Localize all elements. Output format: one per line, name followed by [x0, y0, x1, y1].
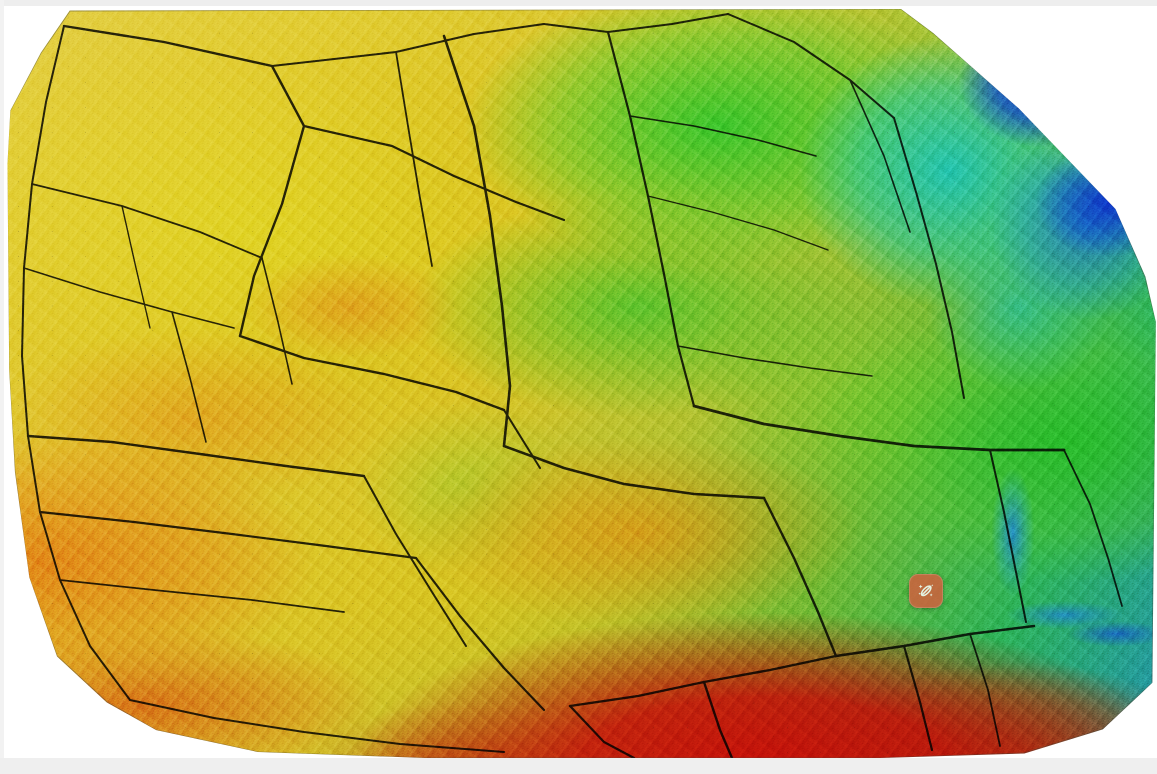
dem-hillshade-map[interactable]	[4, 6, 1157, 758]
ai-magic-wand-marker[interactable]	[909, 574, 943, 608]
dem-elevation-raster[interactable]	[7, 9, 1156, 758]
bottom-chrome-strip	[0, 758, 1157, 774]
left-chrome-strip	[0, 0, 4, 760]
magic-wand-sparkles-icon	[918, 584, 934, 597]
surface-grain-texture	[7, 9, 1156, 758]
top-chrome-strip	[0, 0, 1157, 6]
hillshade-relief-texture	[7, 9, 1156, 758]
